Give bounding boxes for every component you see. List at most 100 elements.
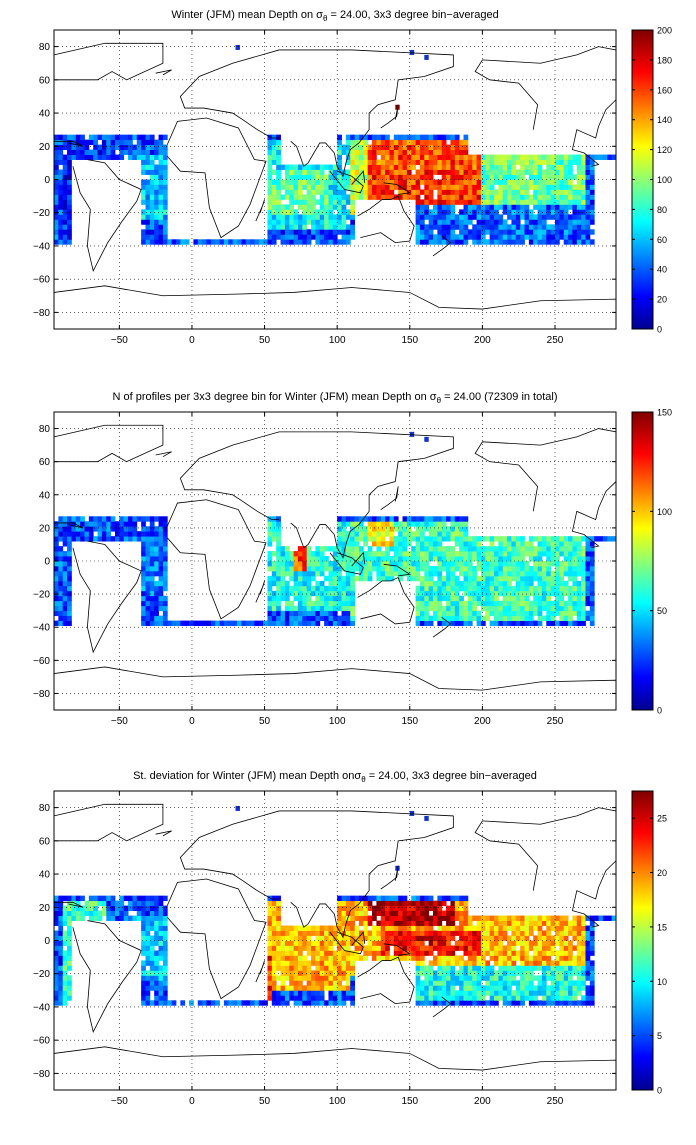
bin-cell: [241, 239, 246, 244]
bin-cell: [459, 911, 464, 916]
bin-cell: [154, 1000, 159, 1005]
bin-cell: [416, 601, 421, 606]
bin-cell: [564, 931, 569, 936]
bin-cell: [485, 194, 490, 199]
bin-cell: [350, 566, 355, 571]
bin-cell: [372, 561, 377, 566]
bin-cell: [433, 916, 438, 921]
bin-cell: [564, 955, 569, 960]
bin-cell: [202, 1000, 207, 1005]
bin-cell: [54, 896, 59, 901]
bin-cell: [485, 214, 490, 219]
bin-cell: [420, 990, 425, 995]
bin-cell: [420, 950, 425, 955]
bin-cell: [442, 975, 447, 980]
bin-cell: [525, 621, 530, 626]
bin-cell: [337, 975, 342, 980]
bin-cell: [307, 551, 312, 556]
bin-cell: [350, 204, 355, 209]
bin-cell: [498, 184, 503, 189]
bin-cell: [424, 561, 429, 566]
bin-cell: [163, 960, 168, 965]
bin-cell: [485, 160, 490, 165]
bin-cell: [433, 170, 438, 175]
bin-cell: [559, 209, 564, 214]
bin-cell: [420, 606, 425, 611]
bin-cell: [302, 975, 307, 980]
bin-cell: [511, 621, 516, 626]
bin-cell: [289, 189, 294, 194]
bin-cell: [267, 995, 272, 1000]
bin-cell: [311, 606, 316, 611]
bin-cell: [542, 995, 547, 1000]
bin-cell: [281, 551, 286, 556]
bin-cell: [363, 140, 368, 145]
bin-cell: [507, 921, 512, 926]
bin-cell: [520, 551, 525, 556]
bin-cell: [54, 621, 59, 626]
bin-cell: [481, 945, 486, 950]
colorbar-tick-label: 150: [657, 408, 672, 418]
bin-cell: [477, 1000, 482, 1005]
bin-cell: [511, 566, 516, 571]
bin-cell: [568, 165, 573, 170]
bin-cell: [525, 170, 530, 175]
bin-cell: [385, 194, 390, 199]
bin-cell: [276, 184, 281, 189]
bin-cell: [285, 1000, 290, 1005]
bin-cell: [54, 239, 59, 244]
bin-cell: [546, 916, 551, 921]
bin-cell: [150, 950, 155, 955]
bin-cell: [350, 950, 355, 955]
bin-cell: [477, 596, 482, 601]
bin-cell: [433, 150, 438, 155]
bin-cell: [516, 936, 521, 941]
bin-cell: [76, 531, 81, 536]
bin-cell: [63, 616, 68, 621]
colorbar-tick-label: 200: [657, 26, 672, 36]
bin-cell: [298, 561, 303, 566]
bin-cell: [577, 184, 582, 189]
bin-cell: [368, 941, 373, 946]
bin-cell: [315, 546, 320, 551]
bin-cell: [145, 199, 150, 204]
bin-cell: [433, 611, 438, 616]
bin-cell: [568, 224, 573, 229]
bin-cell: [586, 586, 591, 591]
bin-cell: [302, 591, 307, 596]
bin-cell: [455, 606, 460, 611]
bin-cell: [328, 591, 333, 596]
bin-cell: [337, 571, 342, 576]
bin-cell: [154, 140, 159, 145]
bin-cell: [141, 931, 146, 936]
bin-cell: [442, 1000, 447, 1005]
bin-cell: [538, 916, 543, 921]
bin-cell: [546, 990, 551, 995]
bin-cell: [581, 194, 586, 199]
bin-cell: [128, 135, 133, 140]
bin-cell: [586, 965, 591, 970]
bin-cell: [450, 990, 455, 995]
bin-cell: [572, 596, 577, 601]
bin-cell: [346, 239, 351, 244]
bin-cell: [128, 906, 133, 911]
bin-cell: [342, 521, 347, 526]
bin-cell: [115, 521, 120, 526]
bin-cell: [302, 184, 307, 189]
bin-cell: [63, 234, 68, 239]
bin-cell: [54, 970, 59, 975]
bin-cell: [411, 180, 416, 185]
bin-cell: [63, 566, 68, 571]
bin-cell: [490, 611, 495, 616]
bin-cell: [520, 970, 525, 975]
bin-cell: [420, 135, 425, 140]
bin-cell: [424, 980, 429, 985]
bin-cell: [267, 531, 272, 536]
bin-cell: [568, 950, 573, 955]
bin-cell: [594, 155, 599, 160]
bin-cell: [485, 184, 490, 189]
bin-cell: [450, 526, 455, 531]
bin-cell: [267, 175, 272, 180]
bin-cell: [542, 209, 547, 214]
bin-cell: [294, 224, 299, 229]
